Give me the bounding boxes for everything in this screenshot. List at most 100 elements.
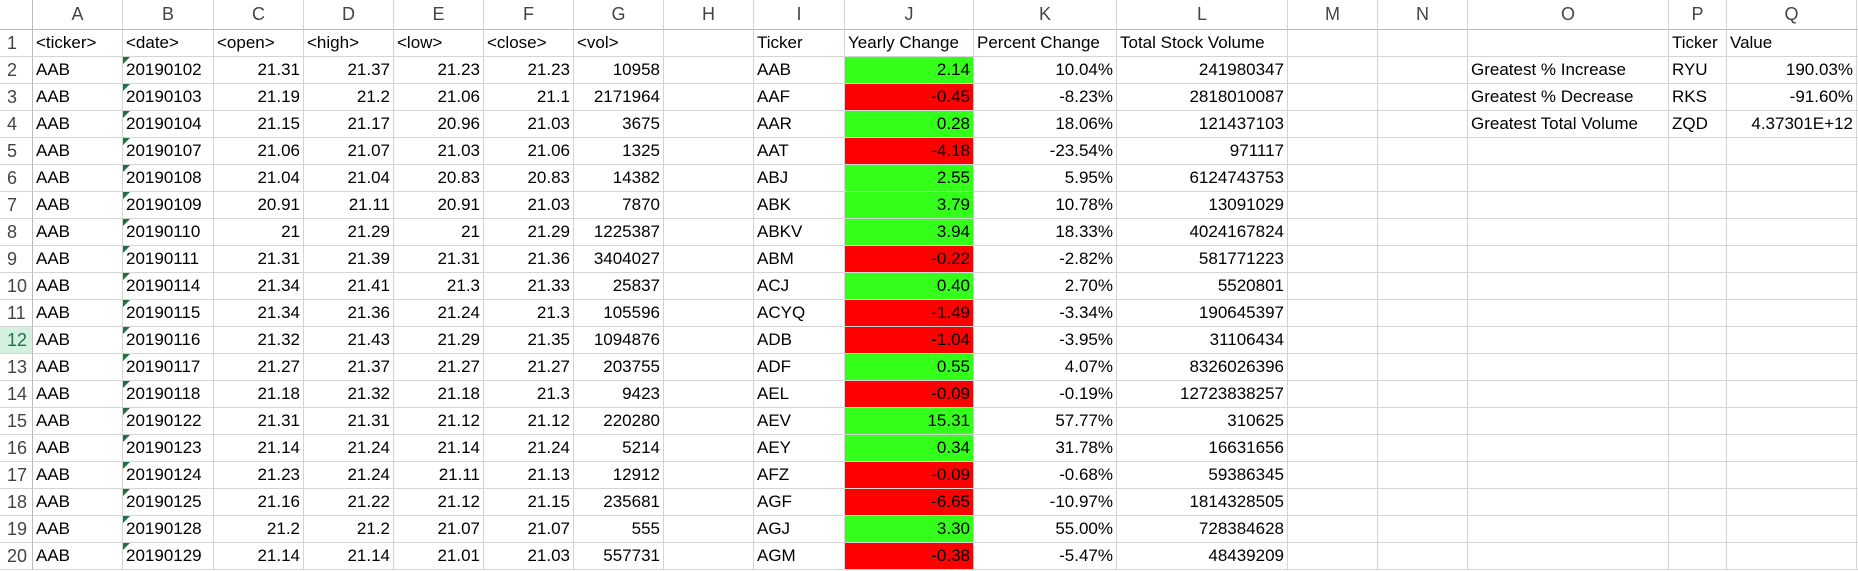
sheet-cell[interactable]: 21.11 <box>394 462 484 489</box>
sheet-cell[interactable]: 203755 <box>574 354 664 381</box>
sheet-cell[interactable]: -5.47% <box>974 543 1117 570</box>
sheet-cell[interactable]: 5214 <box>574 435 664 462</box>
sheet-cell[interactable]: 21.37 <box>304 354 394 381</box>
sheet-cell[interactable]: 1814328505 <box>1117 489 1288 516</box>
sheet-cell[interactable]: 21.14 <box>214 435 304 462</box>
yearly-change-cell[interactable]: -1.04 <box>845 327 974 354</box>
sheet-cell[interactable]: 4.07% <box>974 354 1117 381</box>
sheet-cell[interactable]: ZQD <box>1669 111 1727 138</box>
sheet-cell[interactable] <box>1669 300 1727 327</box>
header-cell-vol[interactable]: <vol> <box>574 30 664 57</box>
sheet-cell[interactable]: AAB <box>33 57 123 84</box>
sheet-cell[interactable]: 21.06 <box>394 84 484 111</box>
sheet-cell[interactable] <box>1468 408 1669 435</box>
column-header[interactable]: L <box>1117 0 1288 30</box>
row-header[interactable]: 18 <box>0 489 33 516</box>
sheet-cell[interactable]: AEL <box>754 381 845 408</box>
sheet-cell[interactable]: 20190129 <box>123 543 214 570</box>
sheet-cell[interactable]: 21.12 <box>394 489 484 516</box>
sheet-cell[interactable]: 21.14 <box>304 543 394 570</box>
sheet-cell[interactable]: -2.82% <box>974 246 1117 273</box>
sheet-cell[interactable]: AAB <box>33 300 123 327</box>
sheet-cell[interactable]: 2171964 <box>574 84 664 111</box>
sheet-cell[interactable]: 21.2 <box>304 516 394 543</box>
sheet-cell[interactable]: 18.33% <box>974 219 1117 246</box>
sheet-cell[interactable]: AAB <box>33 435 123 462</box>
column-header[interactable]: E <box>394 0 484 30</box>
sheet-cell[interactable]: 21.32 <box>214 327 304 354</box>
header-cell-high[interactable]: <high> <box>304 30 394 57</box>
row-header[interactable]: 5 <box>0 138 33 165</box>
sheet-cell[interactable] <box>1378 462 1468 489</box>
sheet-cell[interactable] <box>1378 435 1468 462</box>
sheet-cell[interactable]: 21.23 <box>394 57 484 84</box>
yearly-change-cell[interactable]: 0.34 <box>845 435 974 462</box>
yearly-change-cell[interactable]: -0.09 <box>845 462 974 489</box>
sheet-cell[interactable]: 10.04% <box>974 57 1117 84</box>
sheet-cell[interactable] <box>1468 30 1669 57</box>
yearly-change-cell[interactable]: -4.18 <box>845 138 974 165</box>
row-header[interactable]: 15 <box>0 408 33 435</box>
yearly-change-cell[interactable]: 15.31 <box>845 408 974 435</box>
sheet-cell[interactable]: 18.06% <box>974 111 1117 138</box>
sheet-cell[interactable] <box>1468 246 1669 273</box>
yearly-change-cell[interactable]: -6.65 <box>845 489 974 516</box>
column-header[interactable]: O <box>1468 0 1669 30</box>
sheet-cell[interactable] <box>1669 327 1727 354</box>
sheet-cell[interactable] <box>1468 354 1669 381</box>
sheet-cell[interactable]: 12723838257 <box>1117 381 1288 408</box>
sheet-cell[interactable] <box>664 489 754 516</box>
sheet-cell[interactable]: 21.17 <box>304 111 394 138</box>
sheet-cell[interactable] <box>1727 543 1857 570</box>
row-header[interactable]: 14 <box>0 381 33 408</box>
sheet-cell[interactable] <box>1288 435 1378 462</box>
sheet-cell[interactable]: 21.07 <box>484 516 574 543</box>
sheet-cell[interactable]: AAB <box>33 408 123 435</box>
sheet-cell[interactable]: 21.35 <box>484 327 574 354</box>
sheet-cell[interactable]: 190.03% <box>1727 57 1857 84</box>
sheet-cell[interactable]: 21.31 <box>214 246 304 273</box>
sheet-cell[interactable] <box>1669 165 1727 192</box>
sheet-cell[interactable]: 20190109 <box>123 192 214 219</box>
sheet-cell[interactable]: 21.12 <box>394 408 484 435</box>
sheet-cell[interactable]: AGM <box>754 543 845 570</box>
sheet-cell[interactable] <box>1669 273 1727 300</box>
sheet-cell[interactable]: -91.60% <box>1727 84 1857 111</box>
sheet-cell[interactable]: 14382 <box>574 165 664 192</box>
sheet-cell[interactable]: 21.18 <box>394 381 484 408</box>
header-cell-date[interactable]: <date> <box>123 30 214 57</box>
sheet-cell[interactable] <box>1468 192 1669 219</box>
sheet-cell[interactable] <box>1378 273 1468 300</box>
sheet-cell[interactable]: 21.06 <box>484 138 574 165</box>
sheet-cell[interactable]: 190645397 <box>1117 300 1288 327</box>
sheet-cell[interactable]: ADF <box>754 354 845 381</box>
sheet-cell[interactable]: 21.24 <box>304 435 394 462</box>
sheet-cell[interactable]: 21.3 <box>394 273 484 300</box>
sheet-cell[interactable]: 21.13 <box>484 462 574 489</box>
sheet-cell[interactable]: 21.19 <box>214 84 304 111</box>
row-header[interactable]: 20 <box>0 543 33 570</box>
sheet-cell[interactable]: 2.70% <box>974 273 1117 300</box>
sheet-cell[interactable]: 21.29 <box>484 219 574 246</box>
sheet-cell[interactable]: -10.97% <box>974 489 1117 516</box>
sheet-cell[interactable]: 20.96 <box>394 111 484 138</box>
sheet-cell[interactable] <box>1378 543 1468 570</box>
header-cell-ticker[interactable]: <ticker> <box>33 30 123 57</box>
sheet-cell[interactable] <box>1468 273 1669 300</box>
sheet-cell[interactable]: 5520801 <box>1117 273 1288 300</box>
sheet-cell[interactable] <box>1468 462 1669 489</box>
sheet-cell[interactable] <box>1468 219 1669 246</box>
sheet-cell[interactable]: 3404027 <box>574 246 664 273</box>
sheet-cell[interactable]: 21.24 <box>304 462 394 489</box>
sheet-cell[interactable]: 21.22 <box>304 489 394 516</box>
row-header[interactable]: 11 <box>0 300 33 327</box>
sheet-cell[interactable] <box>1727 300 1857 327</box>
sheet-cell[interactable]: Percent Change <box>974 30 1117 57</box>
sheet-cell[interactable]: 20190103 <box>123 84 214 111</box>
sheet-cell[interactable] <box>1288 408 1378 435</box>
sheet-cell[interactable]: 21.2 <box>214 516 304 543</box>
sheet-cell[interactable] <box>664 408 754 435</box>
sheet-cell[interactable]: 5.95% <box>974 165 1117 192</box>
sheet-cell[interactable] <box>1727 219 1857 246</box>
row-header[interactable]: 8 <box>0 219 33 246</box>
